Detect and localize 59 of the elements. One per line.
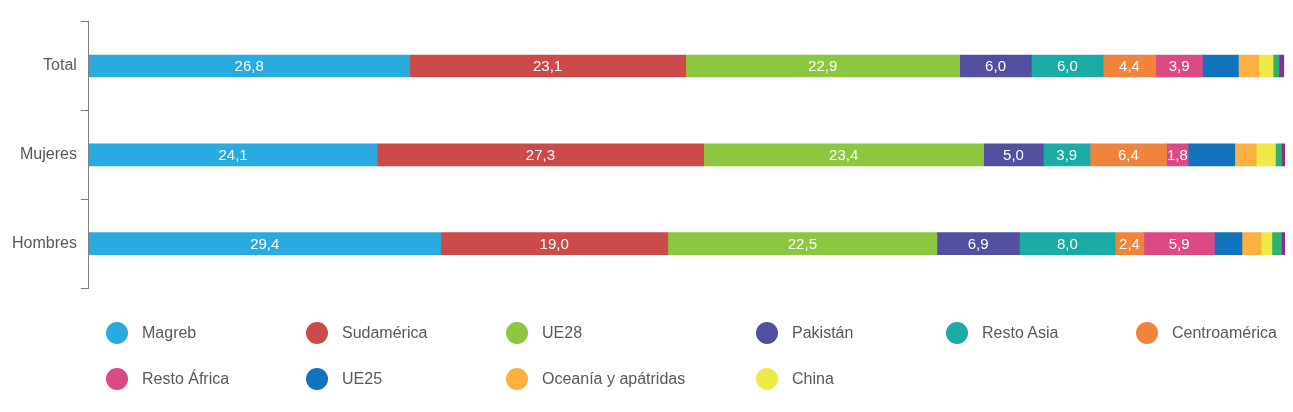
bar xyxy=(1241,232,1262,255)
bar xyxy=(667,232,938,255)
data-label: 6,0 xyxy=(1056,57,1078,75)
data-label: 26,8 xyxy=(234,57,264,75)
data-label: 22,9 xyxy=(808,57,838,75)
bar xyxy=(1143,232,1215,255)
data-label: 6,4 xyxy=(1117,145,1139,163)
legend-label: Centroamérica xyxy=(1172,324,1277,342)
bar xyxy=(1089,143,1167,167)
data-label: 24,1 xyxy=(218,145,248,163)
bar xyxy=(1214,232,1243,255)
legend-label: Resto África xyxy=(142,370,230,388)
data-label: 27,3 xyxy=(525,145,556,163)
data-label: 4,4 xyxy=(1119,57,1140,75)
bar xyxy=(1019,232,1116,255)
bar xyxy=(1238,54,1260,78)
data-label: 8,0 xyxy=(1056,234,1078,252)
data-label: 29,4 xyxy=(250,234,280,252)
data-label: 6,9 xyxy=(967,234,989,252)
data-label: 6,0 xyxy=(985,57,1006,75)
bar xyxy=(936,232,1020,255)
data-label: 3,9 xyxy=(1056,145,1078,163)
legend-label: Sudamérica xyxy=(342,324,428,342)
bar xyxy=(1202,54,1239,78)
bar xyxy=(1271,232,1282,255)
bar xyxy=(1187,143,1236,167)
data-label: 5,0 xyxy=(1003,145,1024,163)
data-label: 23,1 xyxy=(533,57,563,75)
bar xyxy=(440,232,669,255)
bar xyxy=(88,54,410,78)
bar xyxy=(1255,143,1276,167)
bar xyxy=(1275,143,1282,167)
bar xyxy=(376,143,705,167)
legend-label: UE28 xyxy=(542,324,583,342)
legend-label: Resto Asia xyxy=(982,324,1059,342)
data-label: 2,4 xyxy=(1119,234,1140,252)
data-label: 19,0 xyxy=(539,234,569,252)
data-label: 1,8 xyxy=(1166,145,1188,163)
bar xyxy=(703,143,984,167)
data-label: 5,9 xyxy=(1168,234,1190,252)
bar xyxy=(1260,232,1273,255)
legend-label: Magreb xyxy=(142,324,197,342)
bar xyxy=(88,232,441,255)
legend-label: Pakistán xyxy=(792,324,854,342)
y-tick-label: Hombres xyxy=(12,234,77,252)
bar xyxy=(1234,143,1257,167)
legend-label: Oceanía y apátridas xyxy=(542,370,686,388)
y-tick-label: Total xyxy=(43,56,77,74)
legend-label: UE25 xyxy=(342,370,383,388)
bar xyxy=(983,143,1044,167)
data-label: 22,5 xyxy=(787,234,817,252)
y-tick-label: Mujeres xyxy=(20,145,77,163)
bar xyxy=(685,54,960,78)
data-label: 23,4 xyxy=(829,145,859,163)
bar xyxy=(409,54,687,78)
data-label: 3,9 xyxy=(1168,57,1190,75)
bar xyxy=(1258,54,1274,78)
legend-label: China xyxy=(792,370,834,388)
bar xyxy=(88,143,378,167)
